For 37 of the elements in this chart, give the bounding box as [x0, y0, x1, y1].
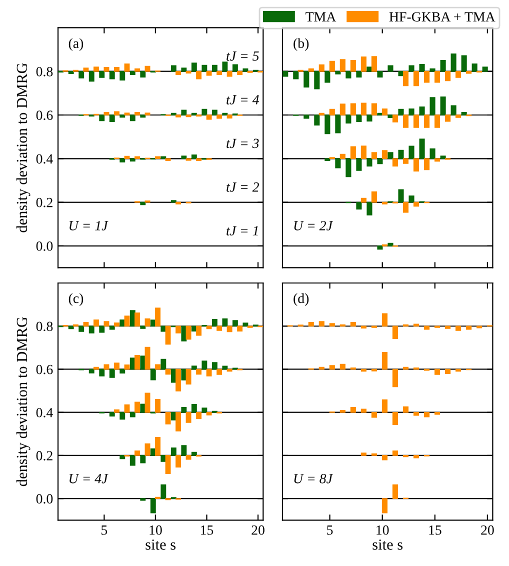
x-tick-label: 5: [327, 526, 333, 535]
y-tick-label: 0.6: [36, 110, 53, 120]
y-tick-label: 0.2: [36, 198, 52, 208]
x-tick-label: 5: [102, 526, 108, 535]
annotation: tJ = 2: [226, 182, 259, 192]
y-tick-label: 0.4: [36, 408, 53, 418]
annotation: tJ = 1: [226, 226, 258, 236]
x-axis-title: site s: [146, 539, 176, 550]
annotation: U = 1J: [70, 221, 108, 230]
y-tick-label: 0.8: [36, 66, 53, 76]
annotation: (c): [68, 293, 84, 306]
annotation: (d): [294, 293, 309, 306]
x-tick-label: 15: [201, 525, 214, 535]
y-tick-label: 0.8: [36, 322, 53, 332]
y-tick-label: 0.2: [36, 451, 52, 460]
legend-label: HF-GKBA + TMA: [389, 12, 496, 22]
y-tick-label: 0.0: [36, 241, 53, 251]
y-tick-label: 0.6: [36, 364, 53, 374]
y-axis-title: density deviation to DMRG: [16, 316, 30, 486]
annotation: U = 4J: [70, 474, 108, 484]
y-tick-label: 0.4: [36, 154, 53, 164]
legend-label: TMA: [306, 12, 336, 22]
annotation: U = 2J: [294, 221, 334, 230]
annotation: (a): [68, 38, 84, 51]
y-axis-title: density deviation to DMRG: [16, 63, 30, 232]
x-tick-label: 10: [376, 525, 389, 535]
x-tick-label: 15: [429, 525, 442, 535]
annotation: tJ = 5: [226, 51, 259, 61]
annotation: tJ = 4: [226, 95, 259, 104]
annotation: (b): [294, 38, 309, 51]
x-tick-label: 20: [481, 525, 494, 535]
annotation: tJ = 3: [226, 138, 259, 148]
x-tick-label: 10: [150, 525, 162, 535]
annotation: U = 8J: [294, 474, 334, 484]
x-tick-label: 20: [252, 525, 264, 535]
x-axis-title: site s: [372, 539, 403, 550]
y-tick-label: 0.0: [36, 494, 53, 504]
